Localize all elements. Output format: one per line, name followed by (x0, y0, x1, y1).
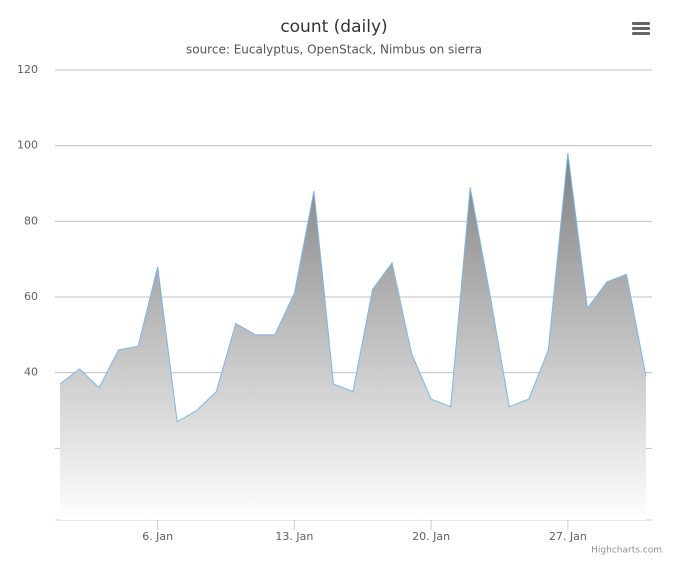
menu-bar (632, 27, 650, 30)
menu-bar (632, 22, 650, 25)
area-fill (60, 153, 646, 520)
chart-title: count (daily) (280, 17, 387, 37)
menu-bar (632, 32, 650, 35)
area-line (59, 153, 647, 423)
credits[interactable]: Highcharts.com (591, 546, 662, 556)
chart-subtitle: source: Eucalyptus, OpenStack, Nimbus on… (186, 43, 482, 57)
x-tick-label: 27. Jan (549, 530, 587, 543)
y-tick-label: 40 (24, 366, 38, 379)
x-tick-label: 13. Jan (275, 530, 313, 543)
x-tick-label: 20. Jan (412, 530, 450, 543)
y-tick-label: 120 (17, 63, 38, 76)
menu-button[interactable] (632, 22, 650, 35)
y-tick-label: 100 (17, 139, 38, 152)
y-tick-label: 60 (24, 290, 38, 303)
y-tick-label: 80 (24, 214, 38, 227)
x-tick-label: 6. Jan (142, 530, 173, 543)
